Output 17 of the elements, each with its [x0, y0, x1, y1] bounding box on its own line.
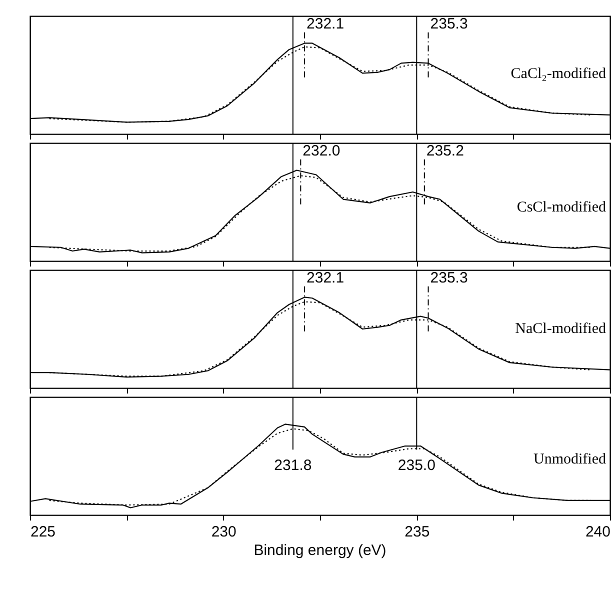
series-label: NaCl-modified: [515, 320, 606, 337]
series-label: CaCl₂-modified: [510, 66, 606, 82]
ref-line-label: 231.8: [274, 457, 312, 474]
ref-line-label: 235.0: [398, 457, 436, 474]
series-label: CsCl-modified: [516, 199, 606, 216]
text: Unmodified: [534, 451, 606, 468]
x-axis-title: Binding energy (eV): [254, 542, 386, 559]
x-tick-label: 235: [404, 524, 430, 540]
x-tick-label: 230: [211, 524, 236, 540]
ref-line-label: 232.1: [306, 15, 344, 32]
ref-line-label: 235.3: [430, 269, 468, 286]
ref-line-label: 232.0: [302, 142, 340, 160]
x-tick-label: 240: [585, 524, 610, 540]
ref-line-label: 235.3: [430, 15, 468, 32]
ref-line-label: 235.2: [426, 142, 464, 160]
ref-line-label: 232.1: [306, 269, 344, 286]
x-tick-label: 225: [30, 524, 56, 540]
